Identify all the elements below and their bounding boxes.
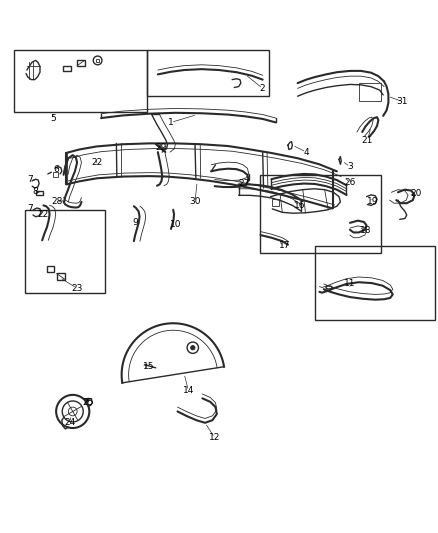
Text: 30: 30 — [189, 197, 201, 206]
Text: 9: 9 — [132, 219, 138, 228]
Bar — [96, 59, 99, 62]
Text: 8: 8 — [33, 187, 39, 196]
Text: 28: 28 — [51, 197, 62, 206]
Text: 5: 5 — [50, 114, 56, 123]
Text: 19: 19 — [367, 197, 378, 206]
Bar — [359, 83, 381, 101]
Text: 23: 23 — [71, 284, 83, 293]
Text: 12: 12 — [209, 433, 220, 442]
Text: 31: 31 — [397, 97, 408, 106]
Bar — [46, 265, 54, 272]
Bar — [272, 199, 279, 206]
Bar — [57, 273, 65, 280]
Bar — [63, 66, 71, 71]
Text: 4: 4 — [304, 148, 309, 157]
Text: 7: 7 — [28, 175, 33, 184]
Text: 24: 24 — [64, 418, 75, 427]
Text: 22: 22 — [38, 209, 49, 219]
Bar — [36, 190, 42, 195]
Text: 26: 26 — [344, 178, 356, 187]
Bar — [315, 246, 435, 320]
Text: 22: 22 — [91, 158, 102, 167]
Bar — [53, 172, 58, 176]
Text: 25: 25 — [82, 398, 94, 407]
Text: 29: 29 — [155, 143, 167, 152]
Text: 17: 17 — [279, 241, 290, 250]
Bar — [261, 175, 381, 253]
Text: 27: 27 — [239, 179, 250, 188]
Text: 3: 3 — [347, 163, 353, 172]
Text: 16: 16 — [294, 201, 306, 210]
Bar — [14, 51, 147, 111]
Text: 14: 14 — [183, 386, 194, 395]
Bar — [25, 210, 106, 293]
Text: 6: 6 — [54, 165, 60, 174]
Text: 18: 18 — [360, 226, 371, 235]
Text: 21: 21 — [362, 136, 373, 146]
Text: 2: 2 — [260, 84, 265, 93]
Bar — [147, 51, 269, 96]
Text: 20: 20 — [411, 189, 422, 198]
Text: 15: 15 — [143, 361, 155, 370]
Circle shape — [191, 345, 195, 350]
Text: 7: 7 — [28, 204, 33, 213]
Text: 10: 10 — [170, 220, 181, 229]
Text: 1: 1 — [168, 118, 174, 127]
Text: 11: 11 — [344, 279, 356, 288]
Bar — [77, 60, 85, 66]
